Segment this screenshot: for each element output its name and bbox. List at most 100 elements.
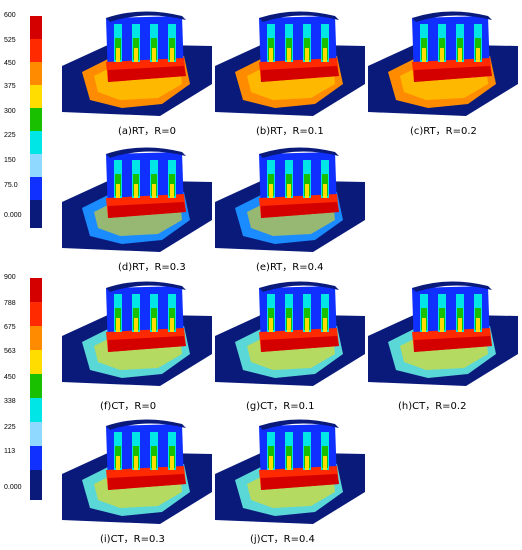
rib-column-low — [305, 456, 309, 470]
colorbar-segment — [30, 326, 42, 350]
stress-contour-panel — [62, 140, 212, 255]
peak-stress-band — [108, 336, 186, 352]
stress-contour-panel — [368, 4, 518, 119]
colorbar-segment — [30, 374, 42, 398]
rib-column-low — [323, 48, 327, 62]
rib-column-low — [116, 456, 120, 470]
contour-render — [62, 147, 212, 252]
rib-column-low — [170, 318, 174, 332]
colorbar-segment — [30, 470, 42, 500]
colorbar-segment — [30, 422, 42, 446]
rib-column-low — [170, 184, 174, 198]
colorbar-label: 225 — [4, 424, 16, 431]
colorbar-label: 338 — [4, 398, 16, 405]
colorbar-segment — [30, 200, 42, 228]
colorbar-rt: 600 525 450 375 300 225 150 75.0 0.000 — [4, 12, 54, 232]
panel-caption: (g)CT，R=0.1 — [246, 401, 315, 412]
rib-column-low — [152, 456, 156, 470]
colorbar-segment — [30, 131, 42, 154]
colorbar-label: 0.000 — [4, 484, 22, 491]
contour-render — [215, 419, 365, 524]
rib-column-low — [152, 48, 156, 62]
rib-column-low — [269, 48, 273, 62]
rib-column-low — [116, 48, 120, 62]
colorbar-segment — [30, 398, 42, 422]
colorbar-segment — [30, 16, 42, 39]
rib-column-low — [440, 48, 444, 62]
colorbar-label: 150 — [4, 157, 16, 164]
wall-top — [106, 11, 186, 22]
wall-top — [259, 147, 339, 158]
stress-contour-panel — [215, 140, 365, 255]
wall-top — [259, 11, 339, 22]
rib-column-low — [116, 184, 120, 198]
colorbar-segment — [30, 154, 42, 177]
rib-column-low — [458, 318, 462, 332]
panel-caption: (d)RT，R=0.3 — [118, 262, 186, 273]
colorbar-segment — [30, 350, 42, 374]
wall-top — [106, 147, 186, 158]
peak-stress-band — [414, 66, 492, 82]
peak-stress-band — [261, 474, 339, 490]
stress-contour-panel — [215, 412, 365, 527]
contour-render — [215, 11, 365, 116]
rib-column-low — [422, 48, 426, 62]
colorbar-segment — [30, 177, 42, 200]
colorbar-segment — [30, 62, 42, 85]
colorbar-label: 375 — [4, 83, 16, 90]
wall-top — [106, 419, 186, 430]
rib-column-low — [422, 318, 426, 332]
contour-render — [368, 281, 518, 386]
rib-column-low — [305, 318, 309, 332]
colorbar-label: 600 — [4, 12, 16, 19]
rib-column-low — [458, 48, 462, 62]
colorbar-segment — [30, 85, 42, 108]
contour-render — [215, 147, 365, 252]
rib-column-low — [287, 184, 291, 198]
wall-top — [412, 281, 492, 292]
contour-render — [215, 281, 365, 386]
wall-top — [412, 11, 492, 22]
wall-top — [259, 281, 339, 292]
rib-column-low — [170, 456, 174, 470]
stress-contour-panel — [62, 412, 212, 527]
peak-stress-band — [108, 202, 186, 218]
stress-contour-panel — [215, 4, 365, 119]
rib-column-low — [305, 48, 309, 62]
rib-column-low — [134, 184, 138, 198]
panel-caption: (i)CT，R=0.3 — [100, 534, 165, 545]
rib-column-low — [134, 318, 138, 332]
colorbar-label: 525 — [4, 37, 16, 44]
colorbar-segment — [30, 446, 42, 470]
rib-column-low — [287, 318, 291, 332]
rib-column-low — [134, 456, 138, 470]
contour-render — [368, 11, 518, 116]
panel-caption: (a)RT，R=0 — [118, 126, 176, 137]
rib-column-low — [476, 48, 480, 62]
colorbar-label: 450 — [4, 374, 16, 381]
panel-caption: (e)RT，R=0.4 — [256, 262, 324, 273]
peak-stress-band — [261, 336, 339, 352]
panel-caption: (c)RT，R=0.2 — [410, 126, 477, 137]
peak-stress-band — [261, 202, 339, 218]
colorbar-ct: 900 788 675 563 450 338 225 113 0.000 — [4, 274, 54, 504]
peak-stress-band — [414, 336, 492, 352]
rib-column-low — [269, 456, 273, 470]
stress-contour-panel — [62, 4, 212, 119]
peak-stress-band — [108, 474, 186, 490]
rib-column-low — [287, 456, 291, 470]
colorbar-label: 300 — [4, 108, 16, 115]
rib-column-low — [152, 184, 156, 198]
rib-column-low — [305, 184, 309, 198]
colorbar-segment — [30, 39, 42, 62]
panel-caption: (f)CT，R=0 — [100, 401, 157, 412]
rib-column-low — [323, 456, 327, 470]
rib-column-low — [152, 318, 156, 332]
peak-stress-band — [261, 66, 339, 82]
rib-column-low — [269, 184, 273, 198]
wall-top — [106, 281, 186, 292]
colorbar-segment — [30, 108, 42, 131]
rib-column-low — [116, 318, 120, 332]
panel-caption: (h)CT，R=0.2 — [398, 401, 467, 412]
rib-column-low — [323, 318, 327, 332]
